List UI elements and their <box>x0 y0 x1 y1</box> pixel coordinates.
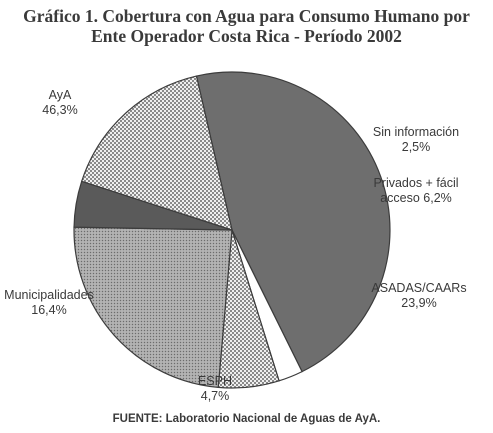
pie-slice-aya <box>195 71 391 373</box>
slice-label: ASADAS/CAARs 23,9% <box>371 281 466 310</box>
slice-label: AyA 46,3% <box>42 88 77 117</box>
slice-label: Sin información 2,5% <box>373 125 459 154</box>
pie-slice-municipalidades <box>80 75 233 231</box>
slice-label: ESPH 4,7% <box>198 374 232 403</box>
slice-label: Municipalidades 16,4% <box>4 288 94 317</box>
chart-title-line-1: Gráfico 1. Cobertura con Agua para Consu… <box>23 6 470 26</box>
pie-slice-asadas-caars <box>73 226 233 389</box>
slice-label: Privados + fácil acceso 6,2% <box>373 176 458 205</box>
source-note: FUENTE: Laboratorio Nacional de Aguas de… <box>112 413 381 425</box>
chart-title-line-2: Ente Operador Costa Rica - Período 2002 <box>91 26 402 46</box>
